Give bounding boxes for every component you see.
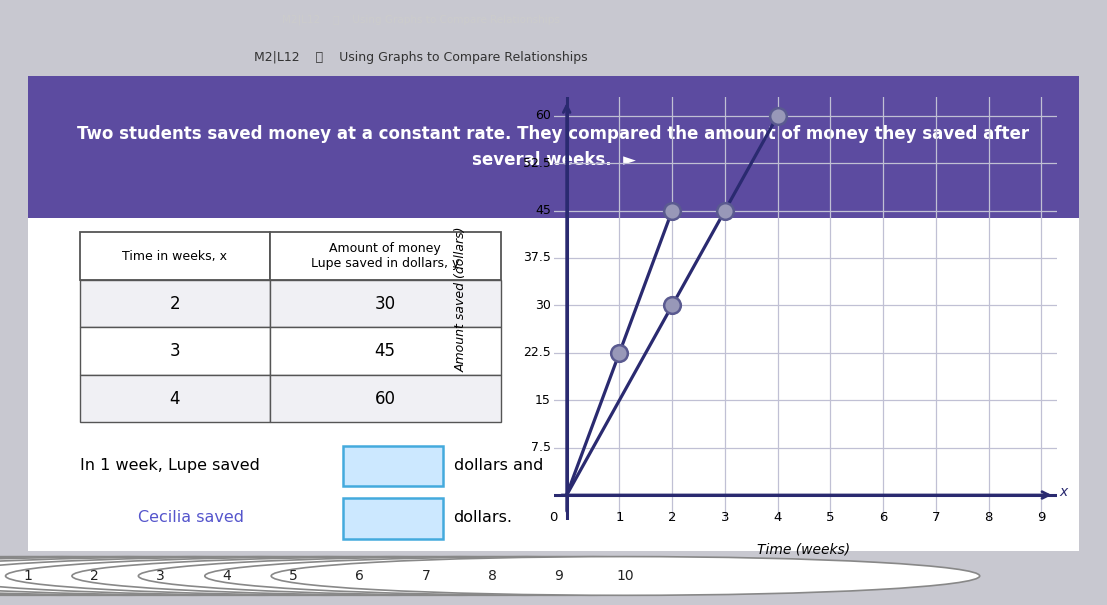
Circle shape (72, 557, 780, 595)
Text: 4: 4 (774, 511, 782, 524)
Bar (270, 327, 500, 375)
Bar (270, 280, 500, 327)
Text: Amount saved (dollars): Amount saved (dollars) (455, 226, 467, 372)
Circle shape (0, 557, 581, 595)
Text: 37.5: 37.5 (523, 252, 551, 264)
Text: dollars.: dollars. (454, 510, 513, 525)
Text: Time in weeks, x: Time in weeks, x (123, 250, 227, 263)
Text: 6: 6 (355, 569, 364, 583)
Text: 2: 2 (668, 511, 676, 524)
Circle shape (138, 557, 847, 595)
Circle shape (0, 557, 382, 595)
Circle shape (205, 557, 913, 595)
Bar (81, 232, 270, 280)
FancyBboxPatch shape (343, 446, 443, 486)
Bar (28, 218, 1079, 551)
Bar (270, 232, 500, 280)
Text: Two students saved money at a constant rate. They compared the amount of money t: Two students saved money at a constant r… (77, 125, 1030, 169)
Circle shape (0, 557, 515, 595)
Text: M2|L12    ⓘ    Using Graphs to Compare Relationships: M2|L12 ⓘ Using Graphs to Compare Relatio… (254, 51, 588, 64)
Text: 60: 60 (535, 110, 551, 122)
Text: 22.5: 22.5 (524, 346, 551, 359)
Text: 7: 7 (422, 569, 431, 583)
Text: 6: 6 (879, 511, 888, 524)
Text: 2: 2 (90, 569, 99, 583)
Circle shape (271, 557, 980, 595)
Bar (28, 76, 1079, 218)
Text: Amount of money
Lupe saved in dollars, y: Amount of money Lupe saved in dollars, y (311, 242, 459, 270)
Text: 3: 3 (721, 511, 730, 524)
Text: 7: 7 (932, 511, 940, 524)
Text: 60: 60 (375, 390, 395, 408)
Text: 3: 3 (169, 342, 180, 360)
Text: 9: 9 (1037, 511, 1045, 524)
Text: 4: 4 (223, 569, 231, 583)
Text: 5: 5 (826, 511, 835, 524)
Text: Time (weeks): Time (weeks) (757, 543, 850, 557)
Text: 7.5: 7.5 (531, 441, 551, 454)
Text: 8: 8 (984, 511, 993, 524)
Circle shape (0, 557, 448, 595)
Text: 1: 1 (615, 511, 623, 524)
Text: 45: 45 (535, 204, 551, 217)
Text: 8: 8 (488, 569, 497, 583)
Bar (81, 375, 270, 422)
Text: 4: 4 (169, 390, 180, 408)
Text: Cecilia saved: Cecilia saved (138, 510, 245, 525)
Text: 0: 0 (549, 511, 557, 524)
Text: 10: 10 (617, 569, 634, 583)
Circle shape (0, 557, 648, 595)
Text: 9: 9 (555, 569, 563, 583)
Text: dollars and: dollars and (454, 457, 542, 473)
Bar (81, 280, 270, 327)
Text: 5: 5 (289, 569, 298, 583)
Text: 52.5: 52.5 (523, 157, 551, 169)
Text: 30: 30 (374, 295, 396, 313)
Text: x: x (1059, 485, 1068, 499)
Text: M2|L12    ⓘ    Using Graphs to Compare Relationships: M2|L12 ⓘ Using Graphs to Compare Relatio… (281, 15, 560, 25)
Text: 15: 15 (535, 394, 551, 407)
Circle shape (6, 557, 714, 595)
Bar (270, 375, 500, 422)
FancyBboxPatch shape (343, 499, 443, 538)
Text: 1: 1 (23, 569, 32, 583)
Text: 2: 2 (169, 295, 180, 313)
Text: 3: 3 (156, 569, 165, 583)
Text: 45: 45 (375, 342, 395, 360)
Text: In 1 week, Lupe saved: In 1 week, Lupe saved (81, 457, 260, 473)
Bar (81, 327, 270, 375)
Text: 30: 30 (535, 299, 551, 312)
